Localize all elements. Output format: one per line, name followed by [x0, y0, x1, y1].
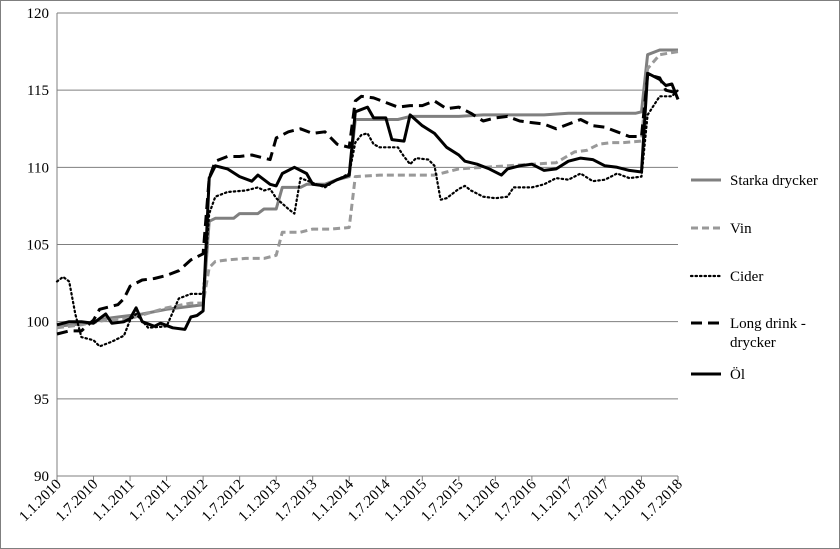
legend: Starka drycker Vin Cider Long drink -drycke… [689, 173, 818, 383]
y-tick-label: 90 [34, 469, 49, 485]
y-tick-label: 110 [27, 160, 49, 176]
y-axis-ticks: 90 95 100 105 110 115 120 [27, 6, 50, 485]
legend-label-1: Vin [730, 221, 752, 237]
legend-label-2: Cider [730, 269, 763, 285]
y-tick-label: 100 [27, 315, 50, 331]
series-layer [55, 48, 680, 348]
series-line-1 [56, 50, 679, 330]
series-line-0 [56, 48, 678, 328]
series-line-4 [56, 71, 680, 331]
y-tick-label: 95 [34, 392, 49, 408]
y-tick-label: 115 [27, 83, 49, 99]
legend-label-3: Long drink -drycker [730, 316, 806, 351]
x-axis: 1.1.20101.7.20101.1.20111.7.20111.1.2012… [16, 476, 686, 525]
legend-label-4: Öl [730, 366, 745, 383]
y-tick-label: 105 [27, 238, 50, 254]
y-tick-label: 120 [27, 6, 50, 22]
legend-label-0: Starka drycker [730, 173, 818, 189]
gridlines [56, 12, 678, 477]
series-line-2 [55, 89, 680, 348]
